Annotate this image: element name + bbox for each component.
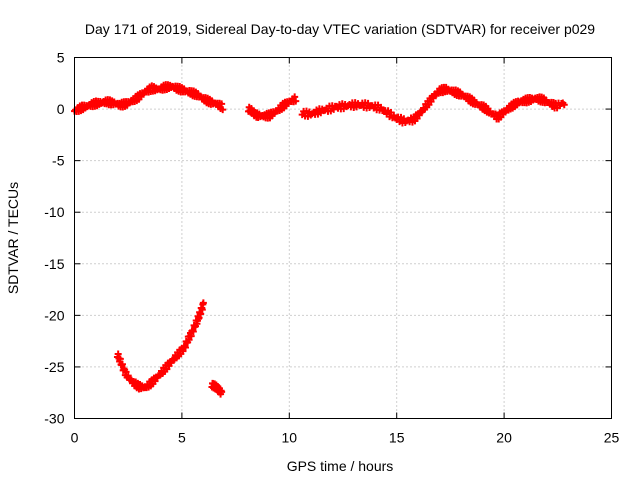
data-point: [560, 101, 568, 109]
y-tick-label: -5: [52, 153, 65, 169]
y-tick-labels: 5 0 -5 -10 -15 -20 -25 -30: [44, 50, 64, 427]
y-tick-label: 0: [57, 101, 65, 117]
data-point: [218, 100, 226, 108]
series-segment-5: [208, 379, 226, 398]
data-points: [71, 81, 568, 398]
y-tick-label: -25: [44, 359, 64, 375]
x-axis-label: GPS time / hours: [287, 458, 394, 474]
x-tick-label: 5: [178, 430, 186, 446]
y-axis-label: SDTVAR / TECUs: [5, 182, 21, 294]
x-tick-label: 0: [71, 430, 79, 446]
data-point: [181, 344, 189, 352]
data-point: [179, 347, 187, 355]
data-point: [189, 328, 197, 336]
x-tick-label: 10: [282, 430, 298, 446]
data-point: [218, 388, 226, 396]
x-tick-labels: 0 5 10 15 20 25: [71, 430, 620, 446]
data-point: [291, 93, 299, 101]
data-point: [199, 299, 207, 307]
series-segment-1: [71, 81, 227, 116]
plot-frame: [74, 57, 612, 419]
y-tick-label: -20: [44, 307, 64, 323]
series-segment-3: [298, 83, 568, 127]
series-segment-4: [113, 299, 207, 393]
y-tick-label: -10: [44, 204, 64, 220]
series-segment-2: [244, 93, 300, 122]
x-tick-label: 25: [604, 430, 620, 446]
data-point: [292, 97, 300, 105]
y-tick-label: -15: [44, 256, 64, 272]
data-point: [219, 106, 227, 114]
y-tick-label: 5: [57, 50, 65, 66]
data-point: [118, 360, 126, 368]
data-point: [122, 368, 130, 376]
x-tick-label: 20: [496, 430, 512, 446]
y-tick-label: -30: [44, 411, 64, 427]
x-tick-label: 15: [389, 430, 405, 446]
chart-title: Day 171 of 2019, Sidereal Day-to-day VTE…: [85, 21, 595, 37]
